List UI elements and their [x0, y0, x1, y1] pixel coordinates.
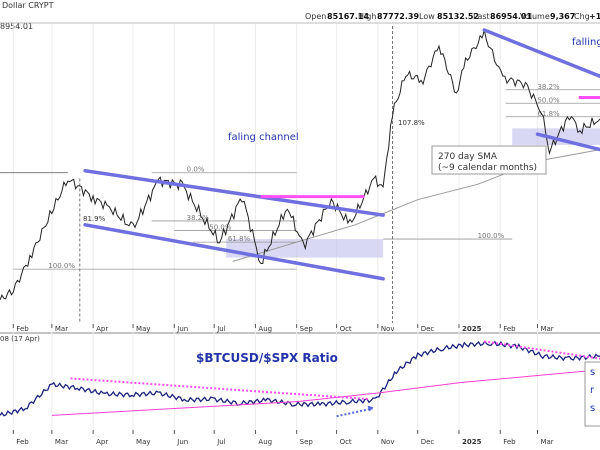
falling-lower-line	[535, 132, 600, 152]
x-tick-label-top: 2025	[462, 325, 482, 333]
open-label: Open	[305, 12, 326, 21]
ratio-downtrend-right	[484, 340, 600, 360]
x-tick-label-top: Nov	[381, 325, 395, 333]
fib-levels: 0.0% 38.2% 50.0% 61.8% 100.0% 100.0% 38.2% 50.0…	[0, 26, 600, 323]
trend-lines	[83, 28, 600, 281]
ratio-polyline	[0, 340, 600, 417]
x-tick-label-bottom: Feb	[16, 438, 29, 446]
fib-label-mid: 100.0%	[478, 232, 505, 240]
price-polyline	[0, 30, 600, 301]
x-tick-label-top: Jun	[176, 325, 188, 333]
volume-label: Volume	[520, 12, 550, 21]
chg-value: +1	[589, 12, 600, 21]
fib-label-right: 38.2%	[537, 83, 560, 91]
x-tick-label-top: May	[136, 325, 150, 333]
x-tick-label-bottom: 2025	[462, 438, 482, 446]
ohlc-header: Open 85167.14 High 87772.39 Low 85132.52…	[305, 12, 600, 21]
x-tick-label-bottom: Jul	[216, 438, 226, 446]
price-badge: 8954.01	[0, 22, 33, 31]
ratio-arrow-shaft	[336, 407, 373, 418]
falling-upper-line	[482, 28, 600, 79]
x-tick-label-bottom: Feb	[503, 438, 516, 446]
fib-label-left: 61.8%	[228, 235, 251, 243]
falling-label-right: falling	[572, 37, 600, 48]
falling-channel-label: faling channel	[228, 132, 299, 143]
ratio-callout-box	[584, 361, 600, 427]
chg-label: Chg	[574, 12, 590, 21]
x-tick-label-bottom: Apr	[96, 438, 108, 446]
x-tick-label-top: Jul	[216, 325, 226, 333]
fib-label-left: 50.0%	[209, 224, 232, 232]
x-tick-label-top: Mar	[55, 325, 68, 333]
x-tick-label-bottom: May	[136, 438, 150, 446]
ratio-downtrend-left	[70, 377, 369, 401]
ratio-callout-text-2: r	[590, 385, 595, 396]
x-tick-label-bottom: Nov	[381, 438, 395, 446]
x-tick-label-top: Apr	[96, 325, 108, 333]
price-series	[0, 30, 600, 301]
fib-label-left: 100.0%	[48, 262, 75, 270]
x-tick-label-bottom: Dec	[421, 438, 435, 446]
pct-1078-label: 107.8%	[398, 119, 425, 127]
ratio-title: $BTCUSD/$SPX Ratio	[196, 351, 338, 365]
sma-callout-box	[431, 145, 547, 175]
low-label: Low	[419, 12, 435, 21]
x-tick-label-bottom: Jun	[176, 438, 188, 446]
x-tick-label-top: Sep	[300, 325, 314, 333]
ratio-header-label: 08 (17 Apr)	[0, 335, 40, 343]
ratio-arrow-head	[367, 405, 374, 412]
x-tick-label-top: Feb	[16, 325, 29, 333]
ratio-callout-text-3: s	[590, 403, 595, 414]
sma-callout-line2: (~9 calendar months)	[438, 163, 537, 173]
x-tick-label-bottom: Sep	[300, 438, 314, 446]
x-tick-label-top: Feb	[503, 325, 516, 333]
channel-lower-line	[83, 223, 385, 281]
high-value: 87772.39	[377, 12, 419, 21]
x-tick-label-bottom: Mar	[540, 438, 553, 446]
low-value: 85132.52	[437, 12, 479, 21]
x-tick-label-top: Aug	[258, 325, 272, 333]
x-tick-label-bottom: Oct	[340, 438, 352, 446]
high-label: High	[358, 12, 376, 21]
fib-label-right: 61.8%	[537, 110, 560, 118]
x-tick-label-top: Oct	[340, 325, 352, 333]
x-tick-label-bottom: Aug	[258, 438, 272, 446]
x-tick-label-top: Mar	[540, 325, 553, 333]
ratio-series	[0, 340, 600, 418]
ratio-sma-polyline	[51, 369, 600, 416]
last-value: 86954.01	[490, 12, 532, 21]
fib-label-left: 0.0%	[187, 166, 205, 174]
x-axis: Feb Feb Mar Mar Apr Apr May May Jun Jun Jul Jul Aug A…	[12, 324, 554, 446]
fib-zone-left	[226, 239, 384, 258]
open-value: 85167.14	[327, 12, 369, 21]
symbol-label: Dollar CRYPT	[2, 1, 54, 10]
fib-label-right: 50.0%	[537, 96, 560, 104]
x-tick-label-top: Dec	[421, 325, 435, 333]
pct-819-label: 81.9%	[83, 215, 106, 223]
volume-value: 9,367	[550, 12, 575, 21]
fib-label-left: 38.2%	[187, 214, 210, 222]
last-label: Last	[473, 12, 490, 21]
channel-upper-line	[83, 169, 385, 217]
grid-lines	[12, 24, 538, 432]
x-tick-label-bottom: Mar	[55, 438, 68, 446]
sma-callout-line1: 270 day SMA	[438, 152, 498, 162]
ratio-callout-text-1: s	[590, 367, 595, 378]
